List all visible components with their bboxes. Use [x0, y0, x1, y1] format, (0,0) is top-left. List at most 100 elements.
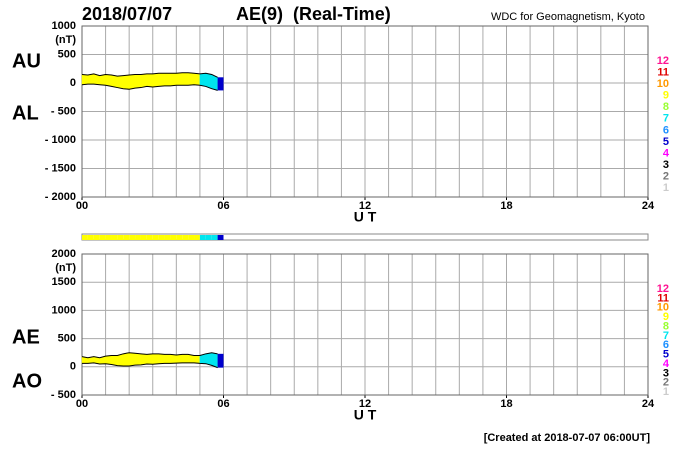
plot-frame	[81, 25, 649, 198]
band-segment	[117, 75, 124, 90]
y-tick-label: 2000	[52, 248, 76, 260]
station-legend-label: 8	[663, 101, 669, 113]
coverage-segment	[164, 235, 171, 240]
station-legend-label: 4	[663, 358, 670, 370]
band-segment	[199, 73, 207, 87]
x-tick-label: 24	[642, 200, 655, 212]
station-legend-label: 7	[663, 113, 669, 125]
station-legend-label: 2	[663, 377, 669, 389]
x-tick-label: 24	[642, 398, 655, 410]
coverage-segment	[152, 235, 159, 240]
source: WDC for Geomagnetism, Kyoto	[491, 11, 645, 23]
band-tail	[217, 77, 224, 91]
coverage-segment	[176, 235, 183, 240]
station-legend-label: 11	[657, 66, 669, 78]
station-legend-label: 4	[663, 147, 670, 159]
x-tick-label: 18	[500, 200, 512, 212]
band-segment	[123, 74, 130, 90]
coverage-segment	[170, 235, 177, 240]
y-unit: (nT)	[55, 34, 76, 46]
band-segment	[111, 355, 118, 366]
band-segment	[176, 354, 183, 364]
station-legend-label: 6	[663, 339, 669, 351]
series-label: AE	[12, 326, 40, 348]
title: AE(9) (Real-Time)	[236, 4, 391, 24]
y-tick-label: - 1500	[45, 162, 76, 174]
coverage-segment	[99, 235, 106, 240]
band-segment	[81, 74, 89, 85]
band-segment	[181, 354, 189, 364]
band-segment	[193, 73, 201, 86]
band-segment	[176, 72, 183, 86]
series-outline	[81, 83, 218, 91]
band-segment	[164, 73, 171, 87]
coverage-segment	[146, 235, 153, 240]
coverage-segment	[140, 235, 147, 240]
coverage-segment	[111, 235, 118, 240]
y-tick-label: - 500	[51, 105, 76, 117]
band-segment	[170, 354, 177, 364]
band-segment	[170, 73, 177, 87]
coverage-segment	[87, 235, 94, 240]
station-legend-label: 5	[663, 349, 669, 361]
x-tick-label: 06	[217, 200, 229, 212]
band-segment	[134, 74, 142, 89]
y-tick-label: 0	[70, 361, 76, 373]
y-tick-label: - 2000	[45, 191, 76, 203]
series-outline	[81, 72, 218, 78]
station-legend-label: 10	[657, 302, 669, 314]
y-tick-label: - 1000	[45, 134, 76, 146]
y-tick-label: 500	[58, 333, 76, 345]
band-segment	[158, 73, 165, 87]
band-segment	[123, 352, 130, 367]
coverage-segment	[211, 235, 218, 240]
band-segment	[193, 355, 201, 364]
coverage-segment	[117, 235, 124, 240]
series-outline	[82, 362, 218, 369]
x-tick-label: 18	[500, 398, 512, 410]
y-tick-label: 500	[58, 48, 76, 60]
coverage-segment	[217, 235, 224, 240]
station-legend-label: 8	[663, 320, 669, 332]
station-legend-label: 12	[657, 283, 669, 295]
band-segment	[146, 353, 153, 365]
band-segment	[152, 73, 159, 88]
x-axis-label: U T	[354, 407, 377, 423]
band-segment	[158, 353, 165, 364]
y-tick-label: 1000	[52, 20, 76, 32]
coverage-segment	[123, 235, 130, 240]
station-legend-label: 1	[663, 182, 669, 194]
band-segment	[146, 73, 153, 88]
x-tick-label: 00	[76, 200, 88, 212]
date: 2018/07/07	[82, 4, 172, 24]
x-tick-label: 12	[359, 200, 371, 212]
coverage-segment	[135, 235, 141, 240]
band-segment	[105, 355, 112, 365]
coverage-segment	[158, 235, 165, 240]
coverage-segment	[129, 235, 136, 240]
coverage-segment	[93, 235, 100, 240]
band-tail	[217, 353, 224, 368]
station-legend-label: 2	[663, 171, 669, 183]
coverage-segment	[105, 235, 112, 240]
station-legend-label: 5	[663, 136, 669, 148]
band-segment	[140, 353, 148, 366]
band-segment	[87, 73, 95, 85]
y-tick-label: - 500	[51, 389, 76, 401]
y-tick-label: 1500	[52, 276, 76, 288]
band-segment	[164, 354, 171, 364]
band-segment	[181, 72, 189, 86]
series-label: AO	[12, 370, 42, 392]
band-segment	[128, 74, 136, 90]
coverage-segment	[182, 235, 189, 240]
plot-frame	[81, 253, 649, 396]
coverage-segment	[82, 235, 88, 240]
band-segment	[140, 73, 148, 88]
y-unit: (nT)	[55, 262, 76, 274]
x-tick-label: 06	[217, 398, 229, 410]
series-label: AL	[12, 102, 39, 124]
coverage-segment	[199, 235, 206, 240]
series-label: AU	[12, 50, 41, 72]
x-tick-label: 12	[359, 398, 371, 410]
band-segment	[134, 352, 142, 366]
